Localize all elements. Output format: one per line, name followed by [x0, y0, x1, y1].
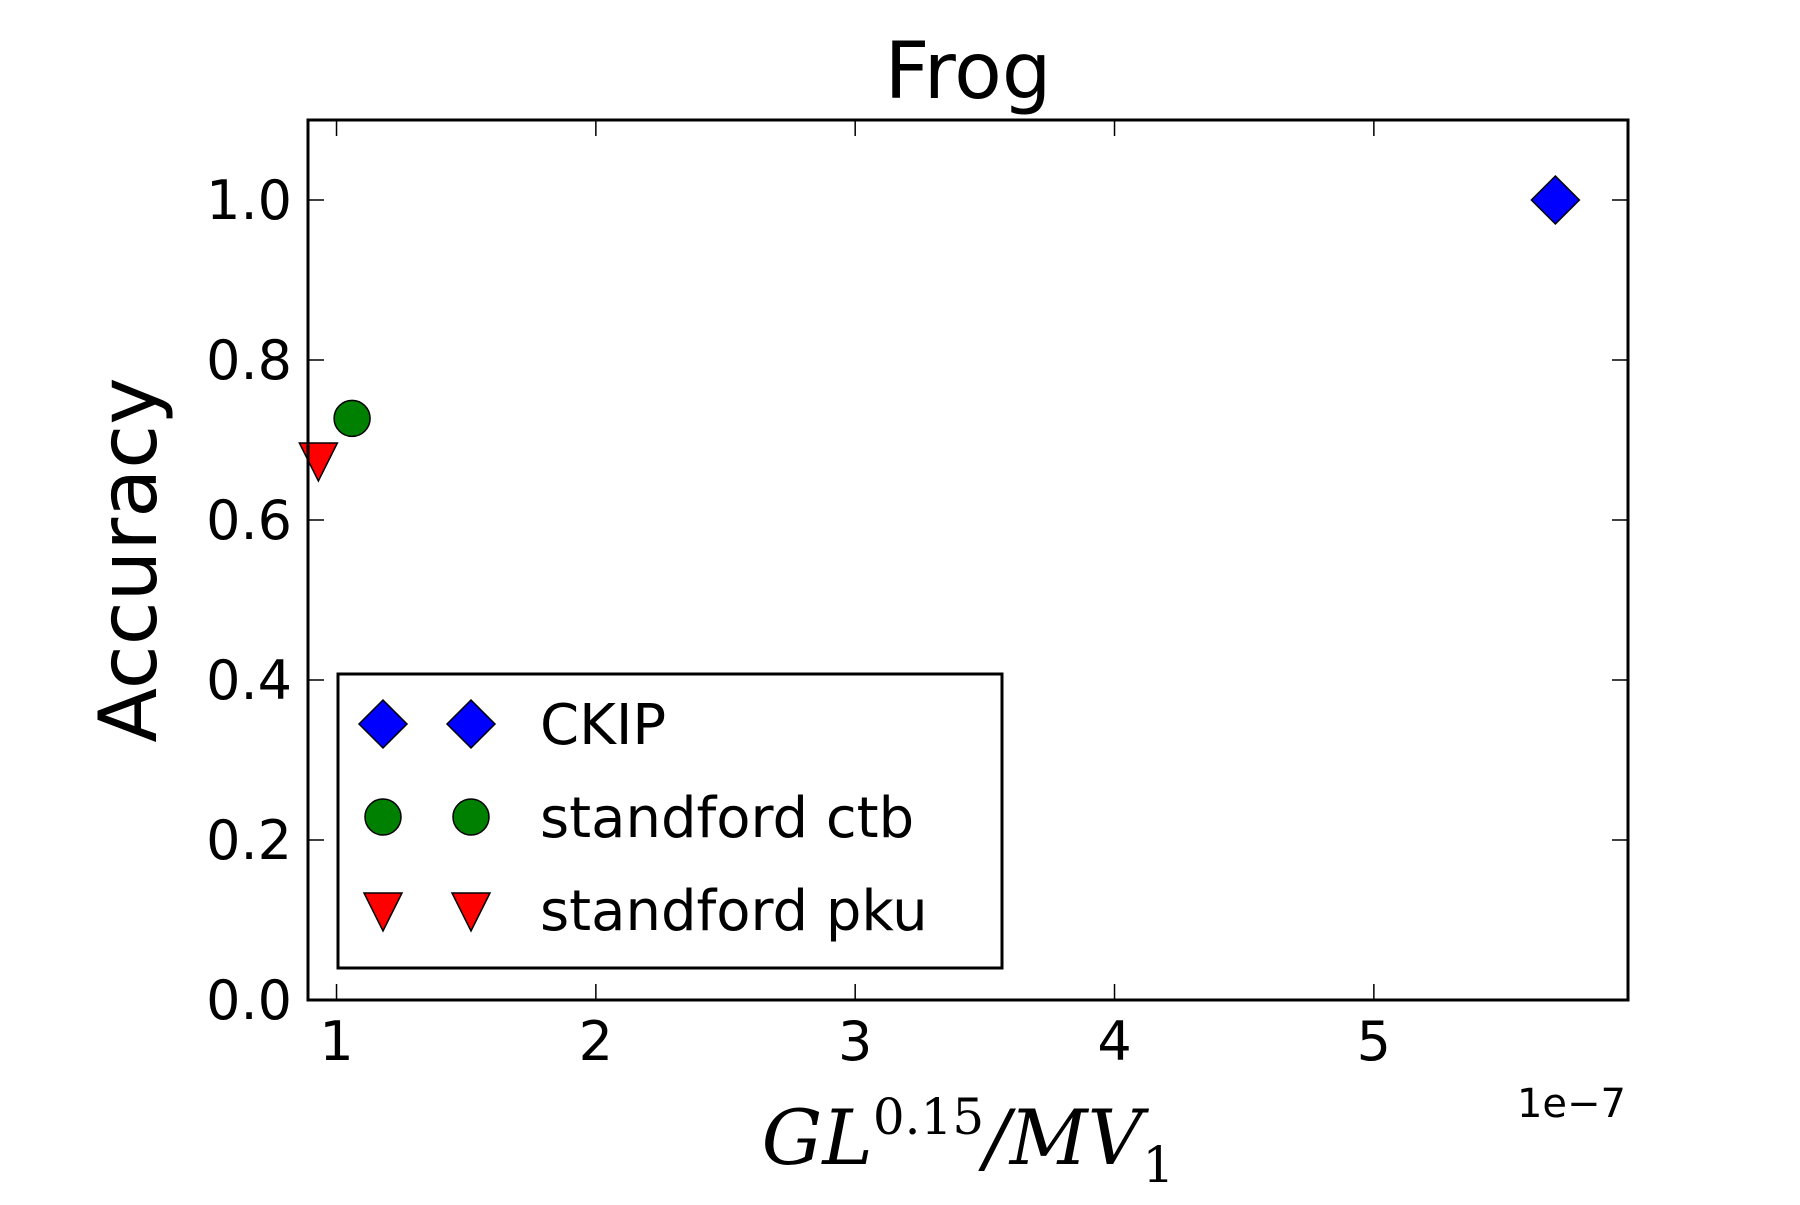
x-tick-label: 5 — [1357, 1010, 1391, 1073]
y-tick-label: 0.8 — [206, 329, 292, 392]
x-axis-multiplier: 1e−7 — [1517, 1081, 1626, 1127]
ticks-layer: 1 2 3 4 5 0.0 0.2 0.4 0.6 0.8 1.0 — [206, 120, 1628, 1073]
legend: CKIP standford ctb standford pku — [336, 672, 1004, 970]
x-axis-label: GL0.15/MV1 — [762, 1088, 1175, 1194]
x-label-base2: /MV — [977, 1093, 1149, 1182]
legend-label: CKIP — [540, 693, 666, 758]
data-point — [1530, 174, 1581, 226]
x-label-superscript: 0.15 — [873, 1088, 984, 1146]
x-tick-label: 4 — [1097, 1010, 1131, 1073]
y-tick-label: 0.0 — [206, 969, 292, 1032]
y-tick-label: 0.6 — [206, 489, 292, 552]
legend-label: standford ctb — [540, 786, 914, 851]
legend-marker — [362, 892, 404, 933]
data-point — [333, 399, 371, 438]
x-tick-label: 1 — [319, 1010, 353, 1073]
y-tick-label: 0.4 — [206, 649, 292, 712]
points-layer — [298, 174, 1581, 483]
x-label-base1: GL — [762, 1093, 873, 1182]
x-label-subscript: 1 — [1143, 1136, 1175, 1194]
legend-marker — [445, 698, 497, 750]
y-tick-label: 0.2 — [206, 809, 292, 872]
legend-marker — [364, 798, 402, 836]
y-tick-label: 1.0 — [206, 169, 292, 232]
plot-frame — [306, 118, 1630, 1002]
legend-marker — [357, 698, 409, 750]
x-tick-label: 2 — [579, 1010, 613, 1073]
x-tick-label: 3 — [838, 1010, 872, 1073]
chart-title: Frog — [885, 27, 1052, 117]
legend-marker — [450, 892, 492, 933]
data-point — [298, 442, 339, 483]
y-axis-label: Accuracy — [82, 377, 175, 742]
legend-label: standford pku — [540, 879, 928, 944]
legend-marker — [452, 798, 490, 836]
